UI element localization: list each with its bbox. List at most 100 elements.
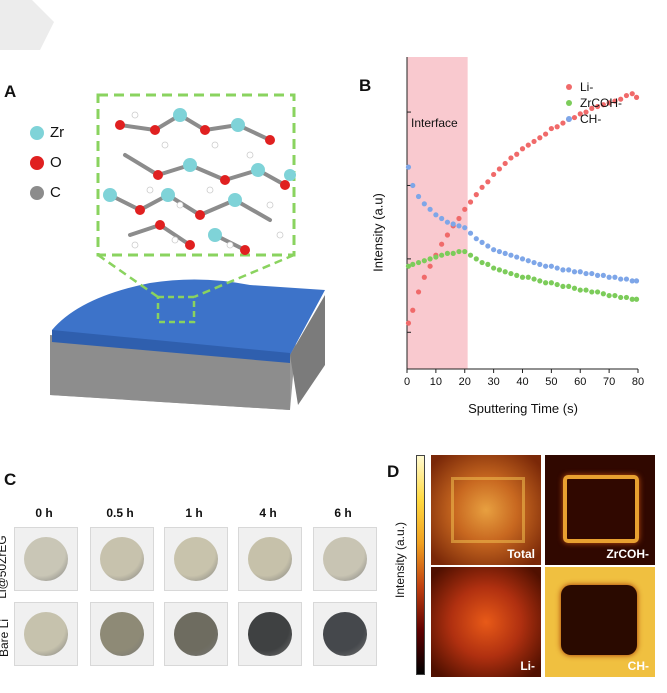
- map-zrcoh-frame: [563, 475, 639, 543]
- point-li-25: [548, 125, 554, 132]
- point-ch-19: [514, 254, 520, 260]
- point-ch-20: [519, 256, 526, 262]
- panel-c-label: C: [4, 470, 17, 489]
- point-ch-2: [415, 193, 422, 200]
- point-li-31: [583, 109, 589, 115]
- x-tick-label-4: 40: [516, 376, 528, 388]
- point-zrcoh-16: [496, 267, 502, 273]
- point-ch-3: [421, 201, 427, 207]
- point-li-37: [618, 96, 624, 102]
- point-li-3: [421, 274, 427, 280]
- point-zrcoh-38: [623, 294, 630, 301]
- point-ch-17: [502, 250, 508, 256]
- point-zrcoh-4: [427, 256, 433, 262]
- point-zrcoh-23: [537, 278, 543, 284]
- point-li-21: [525, 142, 531, 148]
- legend-zr: Zr: [30, 124, 64, 141]
- tof-sims-depth-profile-chart: 0 10 20 30 40 50 60 70 80 Li- ZrCOH- CH-: [404, 57, 644, 388]
- molecular-structure-illustration: [50, 93, 325, 410]
- map-ch-label: CH-: [627, 659, 649, 673]
- point-zrcoh-5: [433, 254, 439, 260]
- legend-o: O: [30, 154, 62, 171]
- point-li-6: [439, 241, 445, 247]
- point-li-36: [612, 98, 618, 104]
- panel-a-label: A: [4, 82, 17, 101]
- coin-li-zreg-1: [100, 537, 144, 581]
- point-zrcoh-18: [508, 270, 514, 277]
- point-li-17: [502, 160, 508, 167]
- x-tick-label-3: 30: [488, 376, 500, 388]
- map-li: Li-: [431, 567, 541, 677]
- point-ch-1: [410, 182, 416, 189]
- coin-photo-li-zreg-4: [313, 527, 377, 591]
- x-tick-label-8: 80: [632, 376, 644, 388]
- coin-photo-li-zreg-2: [164, 527, 228, 591]
- point-zrcoh-6: [439, 252, 445, 258]
- map-total: Total: [431, 455, 541, 565]
- point-ch-22: [531, 259, 537, 266]
- point-li-13: [479, 184, 485, 190]
- point-ch-28: [566, 267, 572, 273]
- point-zrcoh-33: [594, 289, 601, 295]
- point-zrcoh-40: [633, 296, 640, 302]
- point-li-0: [405, 320, 412, 326]
- legend-c: C: [30, 184, 61, 201]
- x-tick-label-7: 70: [603, 376, 615, 388]
- panel-b-label: B: [359, 76, 372, 95]
- legend-label-0: Li-: [580, 80, 593, 94]
- time-label-4h: 4 h: [259, 506, 277, 520]
- point-ch-4: [427, 206, 433, 212]
- legend-marker-2: [566, 116, 572, 122]
- point-zrcoh-1: [410, 261, 416, 267]
- coin-photo-li-zreg-3: [238, 527, 302, 591]
- point-ch-33: [594, 272, 601, 278]
- point-li-30: [577, 111, 583, 117]
- zr-atom-icon: [30, 125, 44, 140]
- point-li-11: [467, 199, 474, 205]
- time-label-0h: 0 h: [35, 506, 53, 520]
- coin-photo-bare-li-1: [90, 602, 154, 666]
- point-ch-18: [508, 252, 514, 258]
- point-zrcoh-21: [525, 274, 531, 280]
- point-li-10: [462, 206, 468, 212]
- point-ch-30: [577, 269, 583, 275]
- point-ch-9: [456, 223, 462, 229]
- o-atom-icon: [30, 155, 44, 170]
- point-zrcoh-14: [485, 261, 491, 267]
- point-li-24: [543, 131, 549, 137]
- x-tick-label-1: 10: [430, 376, 442, 388]
- point-ch-12: [473, 236, 479, 242]
- point-zrcoh-36: [612, 292, 618, 299]
- coin-photo-bare-li-3: [238, 602, 302, 666]
- map-ch-dark-center: [561, 585, 637, 655]
- point-ch-31: [583, 270, 589, 277]
- time-label-05h: 0.5 h: [106, 506, 134, 520]
- interface-label: Interface: [411, 116, 458, 130]
- coin-photo-li-zreg-0: [14, 527, 78, 591]
- coin-photo-bare-li-0: [14, 602, 78, 666]
- point-li-16: [496, 166, 502, 172]
- point-ch-32: [589, 270, 595, 277]
- point-li-7: [444, 232, 451, 238]
- point-zrcoh-12: [473, 256, 479, 262]
- map-zrcoh-label: ZrCOH-: [606, 547, 649, 561]
- point-zrcoh-9: [456, 248, 462, 255]
- point-li-2: [415, 289, 422, 295]
- point-ch-24: [543, 263, 549, 269]
- map-total-label: Total: [507, 547, 535, 561]
- point-ch-8: [450, 221, 456, 227]
- coin-bare-li-4: [323, 612, 367, 656]
- point-zrcoh-27: [560, 283, 566, 290]
- legend-o-label: O: [50, 154, 62, 171]
- corner-decoration: [0, 0, 54, 50]
- coin-li-zreg-2: [174, 537, 218, 581]
- map-total-frame: [451, 477, 525, 543]
- point-zrcoh-35: [606, 292, 612, 299]
- point-li-26: [554, 124, 560, 130]
- coin-li-zreg-3: [248, 537, 292, 581]
- point-ch-37: [618, 276, 624, 282]
- map-ch: CH-: [545, 567, 655, 677]
- point-li-18: [508, 155, 514, 161]
- coin-bare-li-1: [100, 612, 144, 656]
- time-label-6h: 6 h: [334, 506, 352, 520]
